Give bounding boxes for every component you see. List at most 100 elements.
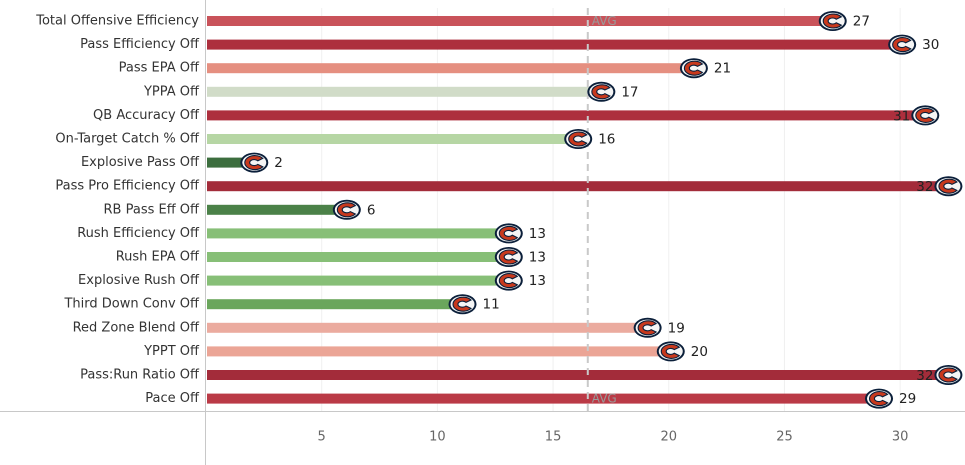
logo-c-shape [660, 343, 681, 359]
value-label: 32 [916, 368, 933, 384]
bar [207, 275, 507, 286]
value-label: 11 [483, 297, 500, 313]
x-tick-label: 25 [776, 430, 793, 445]
bears-c-logo-icon [818, 11, 847, 31]
bars [207, 16, 947, 404]
logo-c-shape [452, 296, 472, 312]
logo-c-shape [498, 225, 519, 241]
gridlines [321, 8, 901, 411]
category-label: On-Target Catch % Off [55, 132, 200, 147]
bar [207, 16, 831, 26]
value-label: 2 [274, 155, 283, 171]
logo-c-shape [498, 249, 519, 265]
x-tick-label: 10 [429, 430, 446, 445]
category-label: Explosive Pass Off [81, 155, 200, 170]
x-tick-label: 20 [660, 430, 677, 445]
bears-c-logo-icon [934, 176, 963, 197]
category-label: Pass Efficiency Off [80, 37, 200, 52]
bears-c-logo-icon [934, 365, 963, 385]
category-label: YPPT Off [143, 344, 200, 359]
value-label: 13 [529, 226, 546, 242]
bar [207, 63, 692, 74]
logo-c-shape [869, 391, 889, 407]
logo-c-shape [938, 367, 958, 383]
bears-c-logo-icon [332, 199, 361, 220]
category-label: Explosive Rush Off [78, 273, 200, 288]
logo-c-shape [822, 13, 843, 29]
bears-c-logo-icon [240, 152, 269, 173]
bar [207, 86, 600, 97]
bar [207, 370, 947, 380]
logo-c-shape [568, 131, 588, 147]
value-label: 20 [691, 344, 708, 360]
average-label: AVG [592, 392, 617, 406]
category-label: Pace Off [145, 391, 200, 406]
bar [207, 110, 924, 121]
value-label: 27 [853, 14, 870, 30]
bears-c-logo-icon [911, 105, 940, 126]
category-label: Pass Pro Efficiency Off [55, 179, 200, 194]
logo-c-shape [683, 60, 704, 76]
bears-c-logo-icon [888, 34, 917, 55]
x-tick-label: 15 [545, 430, 562, 445]
value-label: 30 [922, 37, 939, 53]
logo-c-shape [244, 155, 264, 171]
bar [207, 346, 669, 357]
category-label: Red Zone Blend Off [73, 320, 200, 335]
value-label: 21 [714, 61, 731, 77]
bar [207, 252, 507, 262]
value-label: 16 [598, 132, 615, 148]
category-label: Third Down Conv Off [63, 297, 200, 312]
bar [207, 39, 901, 50]
value-label: 19 [668, 320, 685, 336]
bears-c-logo-icon [587, 81, 616, 102]
logo-c-shape [637, 320, 658, 336]
bar [207, 134, 577, 144]
bears-c-logo-icon [564, 129, 593, 149]
logo-c-shape [892, 37, 912, 53]
bears-c-logo-icon [679, 58, 708, 79]
logo-c-shape [915, 107, 935, 123]
bar [207, 322, 646, 333]
category-label: Rush Efficiency Off [77, 226, 200, 241]
bears-c-logo-icon [448, 294, 477, 315]
bears-c-logo-icon [656, 341, 685, 362]
category-label: QB Accuracy Off [93, 108, 200, 123]
bears-c-logo-icon [865, 388, 894, 409]
bar [207, 204, 345, 215]
value-label: 31 [893, 108, 910, 124]
category-label: YPPA Off [143, 84, 200, 99]
logo-c-shape [336, 202, 357, 218]
bar [207, 299, 461, 310]
average-label: AVG [592, 14, 617, 28]
bears-c-logo-icon [494, 270, 523, 291]
bears-c-logo-icon [494, 247, 523, 267]
value-label: 13 [529, 273, 546, 289]
value-label: 29 [899, 391, 916, 407]
logo-c-shape [591, 84, 611, 100]
labels: Total Offensive Efficiency Pass Efficienc… [35, 14, 939, 408]
category-label: RB Pass Eff Off [104, 202, 201, 217]
bears-c-logo-icon [494, 223, 523, 244]
value-label: 17 [621, 84, 638, 100]
category-label: Pass:Run Ratio Off [80, 368, 200, 383]
value-label: 32 [916, 179, 933, 195]
category-label: Rush EPA Off [116, 250, 200, 265]
average-reference: AVG AVG [586, 8, 617, 411]
markers [240, 11, 963, 409]
logo-c-shape [498, 273, 519, 289]
bar [207, 181, 947, 192]
value-label: 6 [367, 202, 376, 218]
category-label: Total Offensive Efficiency [35, 14, 199, 29]
x-tick-label: 5 [318, 430, 326, 445]
bar [207, 157, 253, 168]
bears-c-logo-icon [633, 317, 662, 338]
bar [207, 393, 878, 404]
value-label: 13 [529, 250, 546, 266]
category-label: Pass EPA Off [119, 61, 200, 76]
logo-c-shape [938, 178, 958, 194]
x-tick-label: 30 [892, 430, 909, 445]
bar [207, 228, 507, 239]
